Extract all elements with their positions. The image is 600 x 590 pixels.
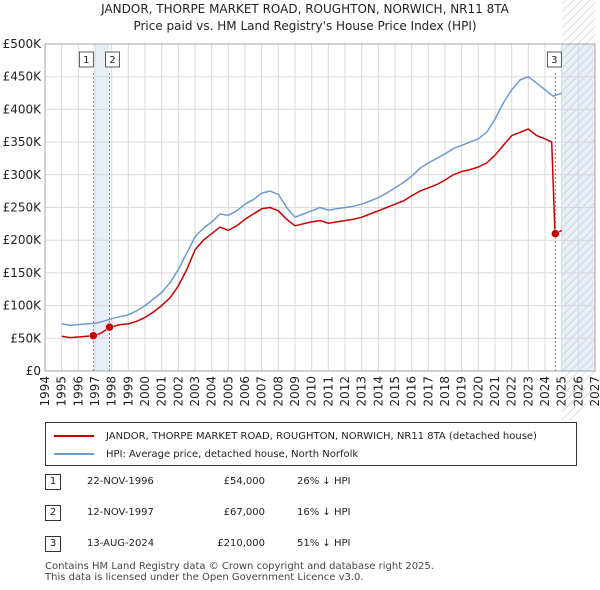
hatch-line: [561, 378, 596, 413]
sale-date: 22-NOV-1996: [87, 476, 154, 487]
x-tick-label: 2021: [488, 376, 502, 407]
x-tick-label: 2020: [471, 376, 485, 407]
x-tick-label: 2000: [138, 376, 152, 407]
price-chart: JANDOR, THORPE MARKET ROAD, ROUGHTON, NO…: [3, 0, 600, 420]
sale-point: [105, 322, 114, 332]
x-tick-label: 2014: [371, 376, 385, 407]
sale-date: 13-AUG-2024: [87, 538, 155, 549]
x-tick-label: 2025: [555, 376, 569, 407]
sale-marker-badge: [78, 51, 94, 68]
x-tick-label: 2026: [571, 376, 585, 407]
sale-price: £67,000: [223, 507, 265, 518]
legend-label-property: JANDOR, THORPE MARKET ROAD, ROUGHTON, NO…: [106, 430, 537, 442]
x-tick-label: 2016: [405, 376, 419, 407]
sale-number-badge: 3: [45, 536, 61, 552]
x-tick-label: 2009: [288, 376, 302, 407]
sale-marker-badge: [105, 51, 120, 68]
hatch-line: [569, 394, 596, 420]
y-tick-label: £400K: [3, 102, 43, 116]
sale-hpi-diff: 16% ↓ HPI: [297, 507, 351, 518]
y-tick-label: £350K: [3, 135, 43, 149]
x-tick-label: 2017: [421, 376, 435, 407]
sale-date: 12-NOV-1997: [87, 507, 154, 518]
x-tick-label: 2012: [338, 376, 352, 407]
hatch-line: [561, 18, 596, 53]
x-tick-label: 2015: [388, 376, 402, 407]
x-tick-label: 2005: [221, 376, 235, 407]
y-tick-label: £100K: [3, 299, 43, 313]
footer-attribution: Contains HM Land Registry data © Crown c…: [45, 561, 585, 583]
y-tick-label: £250K: [3, 201, 43, 215]
x-tick-label: 2006: [238, 376, 252, 407]
x-tick-label: 2001: [155, 376, 169, 407]
hatch-line: [561, 10, 596, 45]
y-tick-label: £300K: [3, 168, 43, 182]
y-tick-label: £0: [26, 364, 41, 378]
x-tick-label: 2010: [305, 376, 319, 407]
sale-marker-badge: [546, 51, 562, 68]
x-tick-label: 2022: [505, 376, 519, 407]
x-tick-label: 1996: [71, 376, 85, 407]
x-tick-label: 2008: [271, 376, 285, 407]
x-tick-label: 2011: [321, 376, 335, 407]
sale-price: £54,000: [223, 476, 265, 487]
x-tick-label: 2027: [588, 376, 600, 407]
x-tick-label: 2019: [455, 376, 469, 407]
y-tick-label: £50K: [10, 331, 42, 345]
y-tick-label: £150K: [3, 266, 43, 280]
hatch-line: [561, 370, 596, 405]
x-tick-label: 2003: [188, 376, 202, 407]
legend-item-property: JANDOR, THORPE MARKET ROAD, ROUGHTON, NO…: [54, 427, 537, 445]
x-tick-label: 2002: [171, 376, 185, 407]
chart-title-line1: JANDOR, THORPE MARKET ROAD, ROUGHTON, NO…: [100, 2, 509, 16]
hatch-line: [561, 386, 596, 420]
sale-marker-badge-label: 1: [83, 55, 89, 66]
sale-row: 3 13-AUG-2024 £210,000 51% ↓ HPI: [45, 536, 405, 554]
footer-line-1: Contains HM Land Registry data © Crown c…: [45, 561, 434, 572]
hatch-line: [561, 0, 583, 21]
sale-number-badge: 1: [45, 474, 61, 490]
plot-frame: [44, 43, 596, 372]
sale-point: [89, 331, 98, 340]
x-tick-label: 2018: [438, 376, 452, 407]
legend-label-hpi: HPI: Average price, detached house, Nort…: [106, 448, 359, 460]
x-tick-label: 2004: [205, 376, 219, 407]
x-tick-label: 1994: [38, 376, 52, 407]
property-series-line: [61, 128, 563, 339]
legend: JANDOR, THORPE MARKET ROAD, ROUGHTON, NO…: [45, 422, 577, 466]
x-tick-label: 1999: [121, 376, 135, 407]
footer-line-2: This data is licensed under the Open Gov…: [45, 572, 364, 583]
sale-marker-badge-label: 3: [551, 55, 557, 66]
sale-hpi-diff: 26% ↓ HPI: [297, 476, 351, 487]
x-tick-label: 1995: [55, 376, 69, 407]
sale-row: 2 12-NOV-1997 £67,000 16% ↓ HPI: [45, 505, 405, 523]
y-tick-label: £450K: [3, 70, 43, 84]
legend-item-hpi: HPI: Average price, detached house, Nort…: [54, 445, 358, 463]
hpi-series-line: [61, 75, 562, 326]
hatch-line: [561, 0, 575, 13]
sale-marker-badge-label: 2: [109, 55, 115, 66]
sale-number-badge: 2: [45, 505, 61, 521]
legend-swatch-property: [54, 435, 94, 437]
hatch-line: [561, 2, 596, 37]
x-tick-label: 1997: [88, 376, 102, 407]
x-tick-label: 2013: [355, 376, 369, 407]
sale-price: £210,000: [217, 538, 265, 549]
hatch-line: [561, 26, 596, 61]
x-tick-label: 2023: [521, 376, 535, 407]
legend-swatch-hpi: [54, 453, 94, 455]
hatch-line: [561, 362, 596, 397]
sale-point: [551, 229, 560, 238]
y-tick-label: £200K: [3, 233, 43, 247]
chart-title-line2: Price paid vs. HM Land Registry's House …: [133, 19, 476, 33]
x-tick-label: 2024: [538, 376, 552, 407]
sale-row: 1 22-NOV-1996 £54,000 26% ↓ HPI: [45, 474, 405, 492]
sale-hpi-diff: 51% ↓ HPI: [297, 538, 351, 549]
x-tick-label: 2007: [255, 376, 269, 407]
x-tick-label: 1998: [105, 376, 119, 407]
y-tick-label: £500K: [3, 37, 43, 51]
hatch-line: [561, 0, 591, 29]
